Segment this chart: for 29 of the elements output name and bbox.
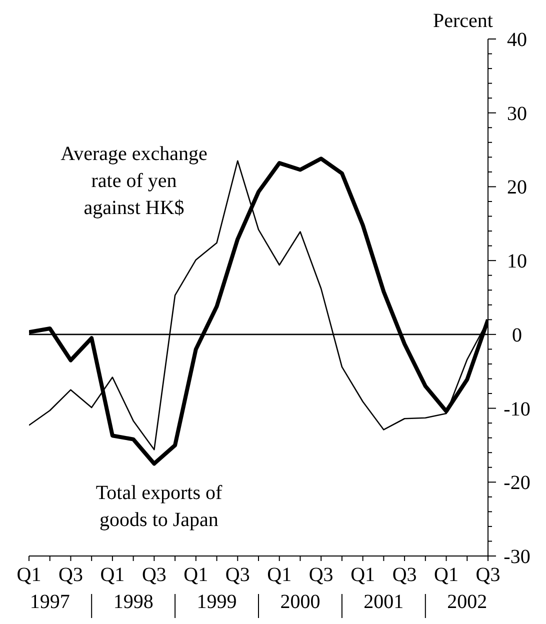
text: 2000 [280, 591, 320, 613]
y-tick-label: -10 [504, 398, 530, 420]
x-tick-label: Q1 [267, 564, 292, 586]
annotation: Total exports of goods to Japan [96, 482, 223, 531]
y-tick-label: 0 [512, 324, 522, 346]
text: 2001 [364, 591, 404, 613]
text: 2002 [447, 591, 488, 613]
text: 1997 [30, 591, 70, 613]
x-tick-label: Q3 [225, 564, 250, 586]
x-tick-label: Q3 [142, 564, 166, 586]
x-tick-label: Q1 [350, 564, 376, 586]
x-tick-label: Q3 [476, 564, 500, 586]
x-tick-label: Q3 [58, 564, 83, 586]
text: 1999 [196, 591, 237, 613]
y-axis-title: Percent [433, 10, 494, 32]
y-tick-label: -20 [504, 472, 530, 494]
x-tick-label: Q1 [16, 564, 42, 586]
y-tick-label: -30 [504, 546, 530, 568]
y-tick-label: 30 [507, 102, 527, 125]
y-tick-label: 40 [507, 29, 527, 51]
x-tick-label: Q1 [184, 564, 208, 586]
text: 1998 [113, 591, 154, 613]
x-tick-label: Q1 [100, 564, 125, 586]
x-tick-label: Q3 [392, 564, 417, 586]
y-tick-label: 10 [507, 250, 527, 273]
x-tick-label: Q1 [434, 564, 458, 586]
annotation: Average exchange rate of yen against HK$ [60, 143, 208, 219]
x-tick-label: Q3 [308, 564, 334, 586]
y-tick-label: 20 [507, 176, 527, 199]
